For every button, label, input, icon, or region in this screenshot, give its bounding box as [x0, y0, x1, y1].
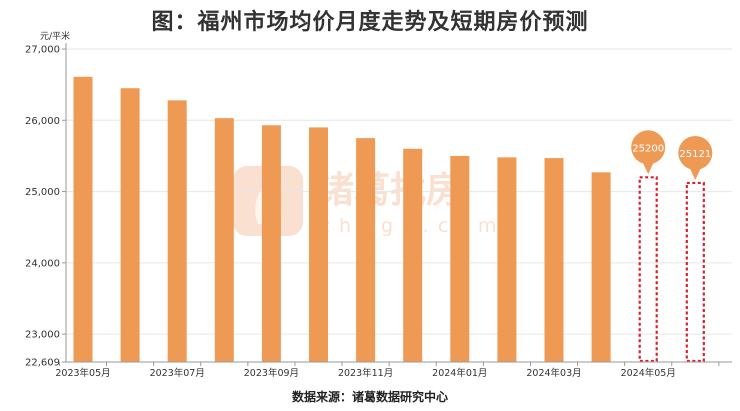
forecast-bubble-pointer-icon [642, 161, 655, 175]
bar [403, 148, 423, 362]
forecast-bar [685, 181, 705, 363]
y-tick-label: 23,000 [25, 330, 60, 341]
bar [497, 157, 517, 362]
bar [544, 158, 564, 362]
bar [167, 100, 187, 363]
forecast-series: 25200 25121 [631, 130, 713, 363]
y-tick-label: 25,000 [25, 187, 60, 198]
forecast-bar [638, 176, 658, 363]
x-tick-label: 2023年09月 [244, 367, 299, 379]
x-tick-label: 2024年03月 [526, 367, 581, 379]
grid-lines [66, 48, 732, 335]
forecast-value-label: 25121 [679, 149, 711, 160]
forecast-bubble-icon [678, 135, 713, 170]
bar [309, 127, 328, 362]
data-source: 数据来源：诸葛数据研究中心 [291, 390, 448, 404]
bar [356, 138, 376, 362]
watermark-brand: 诸葛找房 [318, 170, 462, 211]
bar [261, 125, 281, 363]
x-axis-ticks: 2023年05月 2023年07月 2023年09月 2023年11月 2024年01月… [55, 362, 720, 379]
y-axis-unit: 元/平米 [40, 32, 71, 42]
x-tick-label: 2023年05月 [55, 367, 110, 379]
bar [450, 155, 470, 362]
forecast-bubble-pointer-icon [689, 166, 702, 180]
x-tick-label: 2024年01月 [432, 367, 487, 379]
y-axis-ticks: 22,609 23,000 24,000 25,000 26,000 27,000 [25, 45, 66, 369]
x-tick-label: 2023年11月 [338, 367, 393, 379]
bar [214, 118, 234, 362]
bar [591, 172, 611, 362]
forecast-value-label: 25200 [632, 143, 664, 154]
axes [65, 43, 732, 363]
y-tick-label: 27,000 [25, 45, 60, 56]
y-tick-label: 22,609 [25, 358, 60, 369]
y-tick-label: 24,000 [25, 258, 60, 269]
bar [120, 88, 140, 362]
x-tick-label: 2024年05月 [621, 367, 676, 379]
bar [73, 76, 93, 362]
chart-title: 图：福州市场均价月度走势及短期房价预测 [151, 10, 589, 35]
x-tick-label: 2023年07月 [150, 367, 205, 379]
forecast-bubble-icon [631, 130, 666, 165]
bar-series [73, 76, 611, 363]
y-tick-label: 26,000 [25, 116, 60, 127]
